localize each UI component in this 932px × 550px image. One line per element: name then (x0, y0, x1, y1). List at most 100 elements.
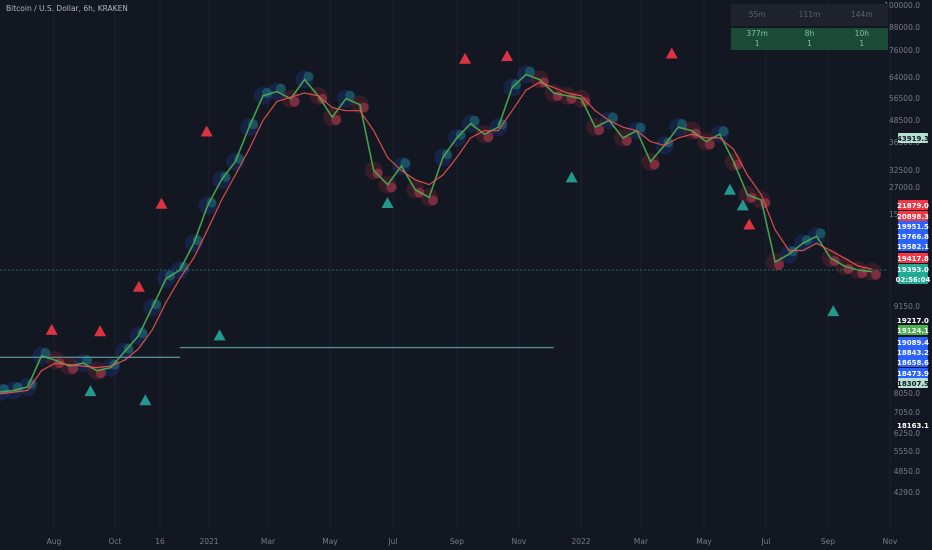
glow-blob (704, 139, 715, 150)
glow-blob (151, 299, 162, 310)
price-tick-label: 32500.0 (889, 166, 920, 175)
price-label-text: 19766.8 (897, 233, 929, 241)
price-label-box (898, 347, 928, 357)
price-label-box (898, 200, 928, 210)
time-axis[interactable]: Aug Oct 16 2021 Mar May Jul Sep Nov 2022 Mar May Jul… (47, 537, 898, 546)
time-tick-label: Nov (883, 537, 898, 546)
glow-blob (469, 115, 480, 126)
timeframe-signal: 8h 1 (804, 29, 815, 48)
price-label-box (898, 231, 928, 241)
price-tick-label: 27000.0 (889, 183, 920, 192)
time-tick-label: 2021 (199, 537, 218, 546)
price-label-box (898, 315, 928, 325)
glow-blob (863, 262, 881, 281)
price-label-box (898, 378, 928, 388)
price-label-text: 43919.3 (897, 135, 929, 143)
signal-markers (45, 47, 840, 406)
price-label-box (898, 241, 928, 251)
price-label-text: 19217.0 (897, 317, 929, 325)
time-tick-label: 2022 (571, 537, 590, 546)
time-tick-label: Jul (760, 537, 770, 546)
sell-signal-marker (501, 50, 514, 62)
price-tick-label: 76000.0 (889, 46, 920, 55)
glow-blob (331, 115, 342, 126)
glow-blob (649, 159, 660, 170)
price-label-text: 19124.1 (897, 327, 929, 335)
glow-blob (303, 71, 314, 82)
price-tick-label: 56500.0 (889, 94, 920, 103)
price-tick-label: 8050.0 (894, 389, 920, 398)
price-tick-label: 9150.0 (894, 302, 920, 311)
time-tick-label: Sep (821, 537, 835, 546)
price-label-box (898, 264, 928, 274)
buy-signal-marker (565, 171, 578, 183)
price-label-text: 18163.1 (897, 422, 929, 430)
price-label-text: 18658.6 (897, 359, 929, 367)
glow-blob (345, 90, 356, 101)
glow-blob (718, 126, 729, 137)
price-tick-label: 6250.0 (894, 429, 920, 438)
timeframe-signal: 377m 1 (746, 29, 768, 48)
glow-blob (95, 368, 106, 379)
price-label-text: 02:56:04 (896, 276, 931, 284)
timeframe-label: 144m (851, 10, 873, 19)
glow-blob (137, 327, 148, 338)
sell-signal-marker (155, 197, 168, 209)
price-label-box (898, 420, 928, 430)
timeframe-panel: 55m 111m 144m 377m 1 8h 1 10h 1 (731, 4, 888, 51)
price-label-box (898, 274, 928, 284)
support-resistance-levels (0, 346, 554, 358)
timeframe-header-row: 55m 111m 144m (731, 4, 888, 26)
price-tick-label: 48500.0 (889, 116, 920, 125)
time-tick-label: Nov (512, 537, 527, 546)
price-label-box (898, 253, 928, 263)
glow-blob (677, 119, 688, 130)
price-series (0, 73, 873, 395)
time-tick-label: May (696, 537, 712, 546)
glow-blob (594, 125, 605, 136)
time-tick-label: Aug (47, 537, 62, 546)
price-labels: 43919.3 21879.0 20898.3 19951.5 19766.8 19582… (896, 133, 931, 430)
buy-signal-marker (736, 199, 749, 211)
glow-blob (400, 158, 411, 169)
price-label-box (898, 337, 928, 347)
price-label-text: 18307.5 (897, 380, 929, 388)
glow-blob (621, 135, 632, 146)
price-tick-label: 88000.0 (889, 23, 920, 32)
timeframe-label: 55m (748, 10, 766, 19)
price-label-box (898, 368, 928, 378)
price-label-box (898, 325, 928, 335)
glow-blob (206, 197, 217, 208)
timeframe-signal-row: 377m 1 8h 1 10h 1 (731, 28, 888, 50)
glow-blob (40, 347, 51, 358)
glow-blob (289, 96, 300, 107)
glow-blob (608, 112, 619, 123)
sell-signal-marker (200, 125, 213, 137)
glow-blob (220, 171, 231, 182)
glow-blob (580, 96, 591, 107)
price-tick-label: 4290.0 (894, 488, 920, 497)
glow-blob (386, 182, 397, 193)
time-tick-label: Mar (634, 537, 649, 546)
price-label-box (898, 221, 928, 231)
sell-signal-marker (132, 280, 145, 292)
price-label-text: 18843.2 (897, 349, 929, 357)
time-tick-label: May (322, 537, 338, 546)
price-label-text: 19951.5 (897, 223, 929, 231)
price-tick-label: 100000.0 (884, 1, 920, 10)
glow-blob (635, 122, 646, 133)
glow-blob (483, 132, 494, 143)
sell-signal-marker (94, 325, 107, 337)
glow-blob (524, 66, 535, 77)
buy-signal-marker (84, 385, 97, 397)
price-label-box (898, 357, 928, 367)
buy-signal-marker (827, 305, 840, 317)
chart-grid (53, 0, 891, 530)
price-label-text: 21879.0 (897, 202, 929, 210)
buy-signal-marker (213, 329, 226, 341)
buy-signal-marker (139, 394, 152, 406)
sell-signal-marker (45, 323, 58, 335)
sell-signal-marker (743, 218, 756, 230)
price-label-box (898, 211, 928, 221)
